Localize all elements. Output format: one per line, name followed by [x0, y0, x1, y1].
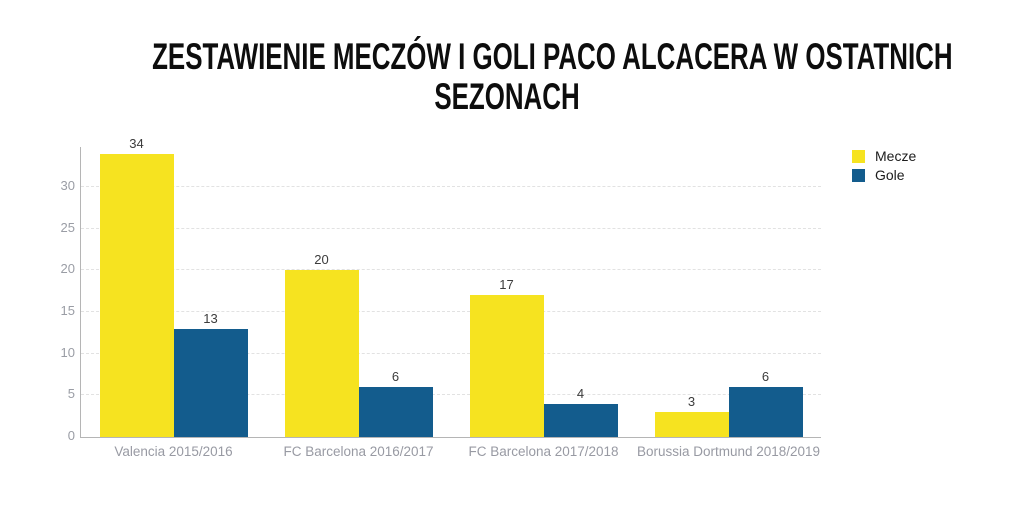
plot-area: 34 13 Valencia 2015/2016 20 6 FC Barcelona 20…: [80, 136, 821, 459]
bar-gole: 4: [543, 386, 618, 437]
gridline: [81, 311, 821, 313]
bar-gole: 13: [173, 311, 248, 437]
gridline: [81, 186, 821, 188]
bar-value-label: 6: [391, 369, 400, 385]
bar-mecze: 20: [284, 253, 359, 437]
y-axis-tick-label: 15: [60, 303, 75, 319]
bar-value-label: 34: [129, 135, 144, 151]
bar-value-label: 17: [499, 277, 514, 293]
x-axis-category-label: FC Barcelona 2016/2017: [283, 444, 434, 459]
x-axis-category-label: FC Barcelona 2017/2018: [468, 444, 619, 459]
legend-item: Gole: [852, 168, 916, 182]
y-axis-tick-label: 0: [67, 428, 75, 443]
legend-swatch-gole: [852, 168, 865, 182]
bar-mecze: 34: [99, 136, 174, 437]
bar-pair: 17 4: [469, 278, 618, 437]
legend-swatch-mecze: [852, 149, 865, 163]
bar-pair: 34 13: [99, 136, 248, 437]
bar-value-label: 13: [203, 310, 218, 326]
y-axis-tick-label: 5: [67, 386, 75, 402]
legend-item: Mecze: [852, 149, 916, 163]
bar-value-label: 20: [314, 252, 329, 268]
chart-title: ZESTAWIENIE MECZÓW I GOLI PACO ALCACERA …: [0, 37, 1014, 117]
chart-title-line-2: SEZONACH: [434, 76, 580, 117]
bar-value-label: 6: [761, 369, 770, 385]
bar-pair: 20 6: [284, 253, 433, 437]
bar-value-label: 3: [687, 394, 696, 410]
x-axis-category-label: Valencia 2015/2016: [114, 444, 233, 459]
bar-group: 34 13 Valencia 2015/2016: [81, 136, 266, 459]
gridline: [81, 394, 821, 396]
bar-value-label: 4: [576, 385, 585, 401]
y-axis-tick-label: 20: [60, 261, 75, 277]
gridline: [81, 352, 821, 354]
bar-groups: 34 13 Valencia 2015/2016 20 6 FC Barcelona 20…: [81, 136, 821, 459]
y-axis-tick-label: 25: [60, 219, 75, 235]
chart-title-line-1: ZESTAWIENIE MECZÓW I GOLI PACO ALCACERA …: [152, 36, 953, 77]
x-axis-category-label: Borussia Dortmund 2018/2019: [636, 444, 821, 459]
bar-gole: 6: [358, 370, 433, 437]
bar-mecze: 17: [469, 278, 544, 437]
legend-label: Gole: [875, 167, 905, 183]
y-axis-tick-label: 10: [60, 344, 75, 360]
bar-group: 17 4 FC Barcelona 2017/2018: [451, 147, 636, 459]
legend-label: Mecze: [875, 148, 917, 164]
y-axis-tick-label: 30: [60, 178, 75, 194]
legend: Mecze Gole: [852, 149, 916, 187]
gridline: [81, 269, 821, 271]
bar-group: 20 6 FC Barcelona 2016/2017: [266, 147, 451, 459]
bar-group: 3 6 Borussia Dortmund 2018/2019: [636, 147, 821, 459]
bar-gole: 6: [728, 370, 803, 437]
gridline: [81, 227, 821, 229]
bar-mecze: 3: [654, 395, 729, 437]
